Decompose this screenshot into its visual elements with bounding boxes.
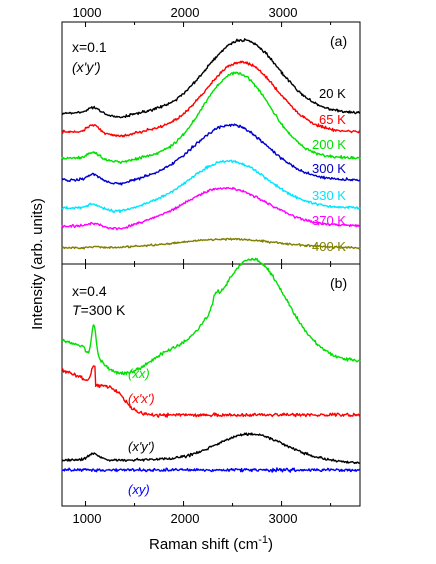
series-label-20k: 20 K	[319, 86, 346, 101]
series-line-b-0	[61, 257, 361, 376]
panel-a-composition: x=0.1	[72, 39, 107, 55]
y-axis-title: Intensity (arb. units)	[29, 198, 46, 330]
top-tick-label-3000: 3000	[269, 5, 298, 20]
series-line-a-6	[61, 237, 361, 250]
x-axis-title-main: Raman shift (cm	[149, 536, 258, 553]
series-label-xpxp: (x'x')	[128, 391, 155, 406]
series-line-b-1	[61, 365, 361, 418]
series-label-xpyp: (x'y')	[128, 439, 155, 454]
x-axis-title-sup: -1	[258, 534, 268, 546]
bottom-tick-label-3000: 3000	[269, 511, 298, 526]
panel-a-series	[61, 38, 361, 250]
series-label-xy: (xy)	[128, 482, 150, 497]
panel-b-temperature-value: =300 K	[81, 302, 126, 318]
series-line-b-2	[61, 432, 361, 465]
series-line-a-2	[61, 71, 361, 164]
panel-b-composition: x=0.4	[72, 283, 107, 299]
panel-b-temperature-symbol: T	[72, 302, 82, 318]
series-label-370k: 370 K	[312, 213, 346, 228]
series-label-xx: (xx)	[128, 366, 150, 381]
x-axis-title-end: )	[268, 536, 273, 553]
bottom-tick-label-1000: 1000	[73, 511, 102, 526]
x-axis-title: Raman shift (cm-1)	[149, 534, 273, 553]
top-tick-label-1000: 1000	[73, 5, 102, 20]
series-label-200k: 200 K	[312, 137, 346, 152]
series-line-a-1	[61, 60, 361, 138]
top-tick-label-2000: 2000	[171, 5, 200, 20]
axis-ticks	[85, 22, 332, 506]
panel-a-geometry: (x'y')	[72, 59, 101, 75]
panel-b-series	[61, 257, 361, 473]
series-line-a-3	[61, 123, 361, 186]
panel-b-frame	[61, 263, 361, 507]
series-label-65k: 65 K	[319, 112, 346, 127]
panel-b-tag: (b)	[330, 275, 347, 291]
series-line-b-3	[61, 467, 361, 473]
series-label-400k: 400 K	[312, 239, 346, 254]
series-line-a-0	[61, 38, 361, 119]
series-label-300k: 300 K	[312, 161, 346, 176]
panel-a-tag: (a)	[330, 33, 347, 49]
panel-b-temperature: T=300 K	[72, 302, 126, 318]
series-line-a-5	[61, 186, 360, 231]
bottom-tick-label-2000: 2000	[171, 511, 200, 526]
series-line-a-4	[61, 159, 361, 214]
series-label-330k: 330 K	[312, 188, 346, 203]
